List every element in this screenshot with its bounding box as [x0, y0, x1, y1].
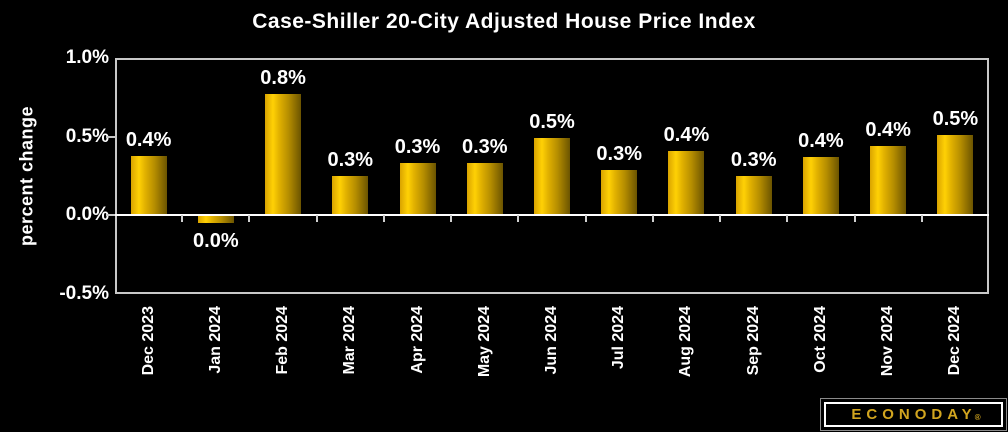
x-axis-tick	[181, 215, 184, 223]
x-axis-tick	[719, 215, 722, 223]
x-axis-label-jul-2024: Jul 2024	[610, 306, 628, 370]
x-axis-tick	[382, 215, 385, 223]
bar-value-label-jul-2024: 0.3%	[596, 142, 643, 165]
x-axis-tick	[853, 215, 856, 223]
y-axis-tick-label: 0.0%	[65, 204, 109, 226]
bar-dec-2023	[130, 155, 167, 216]
x-axis-label-oct-2024: Oct 2024	[811, 306, 829, 373]
bar-value-label-oct-2024: 0.4%	[798, 130, 844, 153]
bar-value-label-dec-2023: 0.4%	[125, 128, 172, 151]
x-axis-label-nov-2024: Nov 2024	[879, 306, 897, 377]
chart-title: Case-Shiller 20-City Adjusted House Pric…	[252, 10, 756, 33]
bar-apr-2024	[399, 163, 436, 216]
x-axis-tick	[651, 215, 654, 223]
bar-value-label-may-2024: 0.3%	[461, 136, 508, 159]
zero-line	[115, 214, 989, 217]
x-axis-label-may-2024: May 2024	[475, 306, 493, 378]
bar-value-label-dec-2024: 0.5%	[932, 108, 979, 131]
x-axis-label-aug-2024: Aug 2024	[677, 306, 695, 378]
bar-value-label-jan-2024: 0.0%	[193, 229, 239, 252]
bar-jun-2024	[534, 138, 570, 216]
x-axis-tick	[786, 215, 789, 223]
x-axis-label-apr-2024: Apr 2024	[408, 306, 426, 374]
bar-may-2024	[466, 163, 503, 216]
registered-trademark-icon: ®	[974, 413, 981, 422]
y-axis-tick-label: 0.5%	[65, 125, 109, 147]
x-axis-tick	[584, 215, 587, 223]
x-axis-label-jan-2024: Jan 2024	[206, 306, 224, 374]
x-axis-tick	[315, 215, 318, 223]
x-axis-tick	[248, 215, 251, 223]
bar-value-label-aug-2024: 0.4%	[663, 123, 710, 146]
bar-mar-2024	[332, 176, 369, 216]
bar-value-label-apr-2024: 0.3%	[394, 136, 441, 159]
x-axis-label-dec-2023: Dec 2023	[139, 306, 157, 376]
x-axis-label-sep-2024: Sep 2024	[744, 306, 762, 376]
bar-aug-2024	[668, 150, 705, 216]
x-axis-label-jun-2024: Jun 2024	[543, 306, 560, 375]
y-axis-tick	[106, 135, 115, 138]
y-axis-tick-label: 1.0%	[65, 47, 109, 68]
bar-dec-2024	[937, 135, 974, 216]
x-axis-tick	[450, 215, 453, 223]
y-axis-tick-label: -0.5%	[59, 283, 109, 304]
bar-nov-2024	[870, 146, 907, 216]
x-axis-label-mar-2024: Mar 2024	[341, 306, 359, 375]
bar-value-label-feb-2024: 0.8%	[260, 67, 306, 90]
econoday-logo-text: ECONODAY	[851, 406, 977, 423]
bar-sep-2024	[735, 176, 772, 216]
bar-jul-2024	[601, 169, 638, 216]
x-axis-tick	[517, 215, 520, 223]
x-axis-tick	[920, 215, 923, 223]
bar-value-label-mar-2024: 0.3%	[327, 149, 374, 171]
y-axis-tick	[106, 214, 115, 217]
bar-jan-2024	[197, 216, 234, 223]
bar-value-label-nov-2024: 0.4%	[865, 119, 911, 142]
econoday-logo-frame: ECONODAY ®	[824, 402, 1003, 427]
econoday-logo: ECONODAY ®	[820, 398, 1007, 431]
bar-value-label-sep-2024: 0.3%	[730, 149, 777, 171]
bar-oct-2024	[802, 157, 839, 216]
x-axis-label-dec-2024: Dec 2024	[946, 306, 964, 376]
x-axis-label-feb-2024: Feb 2024	[274, 306, 292, 375]
bar-value-label-jun-2024: 0.5%	[529, 111, 575, 134]
bar-feb-2024	[265, 94, 302, 216]
